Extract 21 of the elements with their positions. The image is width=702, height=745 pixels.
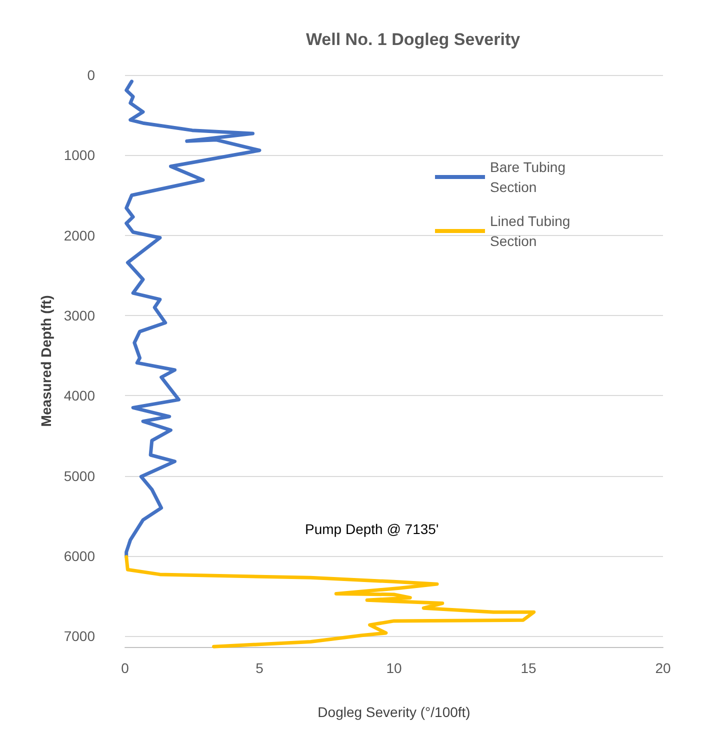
y-tick-label: 5000 — [64, 468, 96, 484]
y-axis-title: Measured Depth (ft) — [38, 295, 54, 427]
y-tick-label: 0 — [87, 67, 96, 83]
legend-label: Lined Tubing Section — [490, 213, 574, 249]
line-series — [124, 80, 262, 559]
legend-label: Bare Tubing Section — [490, 159, 570, 195]
x-tick-label: 15 — [520, 660, 536, 676]
y-tick-label: 4000 — [64, 388, 96, 404]
line-series — [124, 555, 536, 648]
x-tick-label: 10 — [386, 660, 402, 676]
annotation: Pump Depth @ 7135' — [305, 521, 439, 537]
chart-title: Well No. 1 Dogleg Severity — [306, 30, 521, 49]
x-tick-label: 0 — [121, 660, 130, 676]
y-tick-label: 7000 — [64, 628, 96, 644]
y-tick-label: 2000 — [64, 227, 96, 244]
y-tick-label: 3000 — [64, 308, 96, 324]
x-tick-label: 5 — [256, 660, 264, 676]
x-tick-label: 20 — [655, 660, 671, 676]
y-tick-label: 6000 — [64, 548, 96, 564]
x-axis-title: Dogleg Severity (°/100ft) — [318, 704, 470, 720]
y-tick-label: 1000 — [64, 147, 96, 164]
